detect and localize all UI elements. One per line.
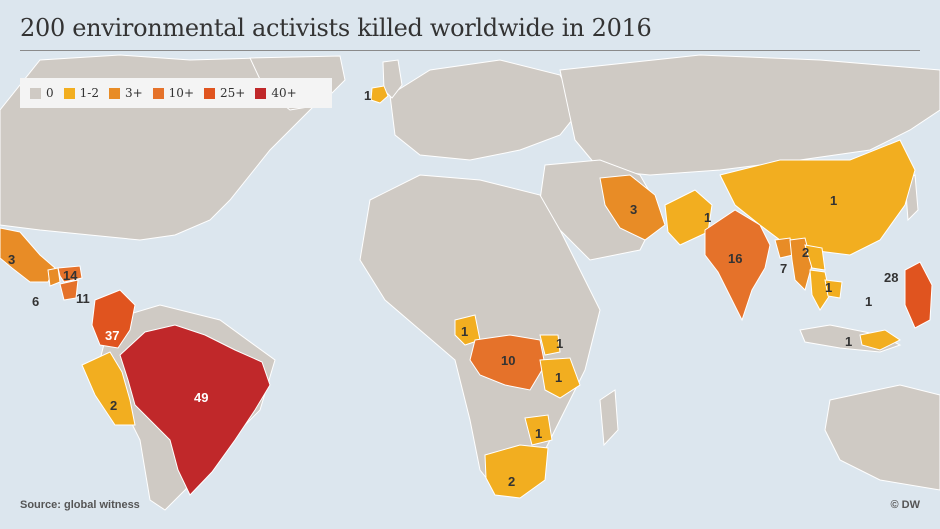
country-brazil	[119, 324, 271, 496]
legend-item: 3+	[108, 86, 143, 100]
legend-item: 0	[30, 86, 54, 100]
country-cameroon	[454, 314, 481, 346]
country-tanzania	[539, 357, 581, 399]
country-dr-congo	[469, 334, 546, 391]
label-brazil: 49	[194, 390, 208, 405]
legend-swatch	[255, 87, 267, 99]
legend-swatch	[108, 87, 120, 99]
africa-land	[359, 174, 601, 496]
label-mexico: 3	[8, 252, 15, 267]
legend-item: 10+	[152, 86, 194, 100]
label-myanmar: 7	[780, 261, 787, 276]
madagascar-land	[599, 389, 619, 447]
country-colombia	[91, 289, 136, 349]
country-indonesia	[859, 329, 901, 351]
title-rule	[20, 50, 920, 51]
country-zimbabwe	[524, 414, 553, 446]
country-mexico	[0, 227, 56, 283]
country-peru	[81, 351, 136, 426]
label-philippines: 28	[884, 270, 898, 285]
label-peru: 2	[110, 398, 117, 413]
source-note: Source: global witness	[20, 499, 140, 511]
label-china: 1	[830, 193, 837, 208]
country-india	[704, 209, 771, 322]
label-indonesia: 1	[845, 334, 852, 349]
australia-land	[824, 384, 940, 491]
country-guatemala	[47, 267, 61, 287]
country-labels: 1 3 14 6 11 37 2 49 3 1 16 1 7 2 1 1 1 2…	[8, 88, 898, 489]
legend-label: 10+	[168, 86, 194, 100]
country-honduras	[57, 265, 83, 283]
legend-item: 25+	[204, 86, 245, 100]
credit-note: © DW	[890, 499, 921, 511]
country-cambodia	[824, 279, 843, 299]
europe-land	[389, 59, 581, 161]
label-pakistan: 1	[704, 210, 711, 225]
country-nicaragua	[59, 279, 79, 301]
legend-label: 40+	[271, 86, 297, 100]
label-india: 16	[728, 251, 742, 266]
legend-label: 1-2	[79, 86, 99, 100]
label-iran: 3	[630, 202, 637, 217]
label-ireland: 1	[364, 88, 371, 103]
country-iran	[599, 174, 666, 241]
country-laos	[804, 244, 826, 271]
label-cameroon: 1	[461, 324, 468, 339]
country-fills	[0, 85, 933, 499]
country-ireland	[370, 85, 389, 104]
country-china	[719, 139, 916, 256]
label-guatemala: 6	[32, 294, 39, 309]
label-honduras: 14	[63, 268, 78, 283]
legend-item: 1-2	[63, 86, 99, 100]
legend-swatch	[30, 87, 41, 99]
label-laos: 2	[802, 245, 809, 260]
uk-land	[382, 59, 403, 99]
legend-swatch	[63, 87, 75, 99]
country-uganda	[539, 334, 561, 356]
legend-label: 25+	[220, 86, 246, 100]
label-thailand: 1	[825, 280, 832, 295]
label-dr-congo: 10	[501, 353, 515, 368]
label-colombia: 37	[105, 328, 119, 343]
country-south-africa	[484, 444, 549, 499]
label-uganda: 1	[556, 336, 563, 351]
legend-swatch	[204, 87, 215, 99]
label-tanzania: 1	[555, 370, 562, 385]
legend-item: 40+	[255, 86, 297, 100]
country-philippines	[904, 261, 933, 329]
label-south-africa: 2	[508, 474, 515, 489]
legend: 0 1-2 3+ 10+ 25+ 40+	[20, 78, 332, 108]
legend-label: 0	[46, 86, 54, 100]
page-title: 200 environmental activists killed world…	[20, 14, 652, 42]
label-cambodia: 1	[865, 294, 872, 309]
legend-swatch	[152, 87, 164, 99]
legend-label: 3+	[124, 86, 143, 100]
label-nicaragua: 11	[76, 291, 90, 306]
label-zimbabwe: 1	[535, 426, 542, 441]
